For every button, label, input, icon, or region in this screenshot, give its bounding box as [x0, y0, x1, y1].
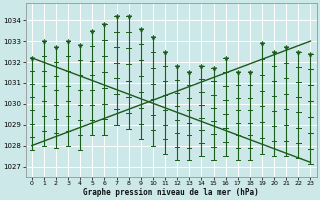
- X-axis label: Graphe pression niveau de la mer (hPa): Graphe pression niveau de la mer (hPa): [83, 188, 259, 197]
